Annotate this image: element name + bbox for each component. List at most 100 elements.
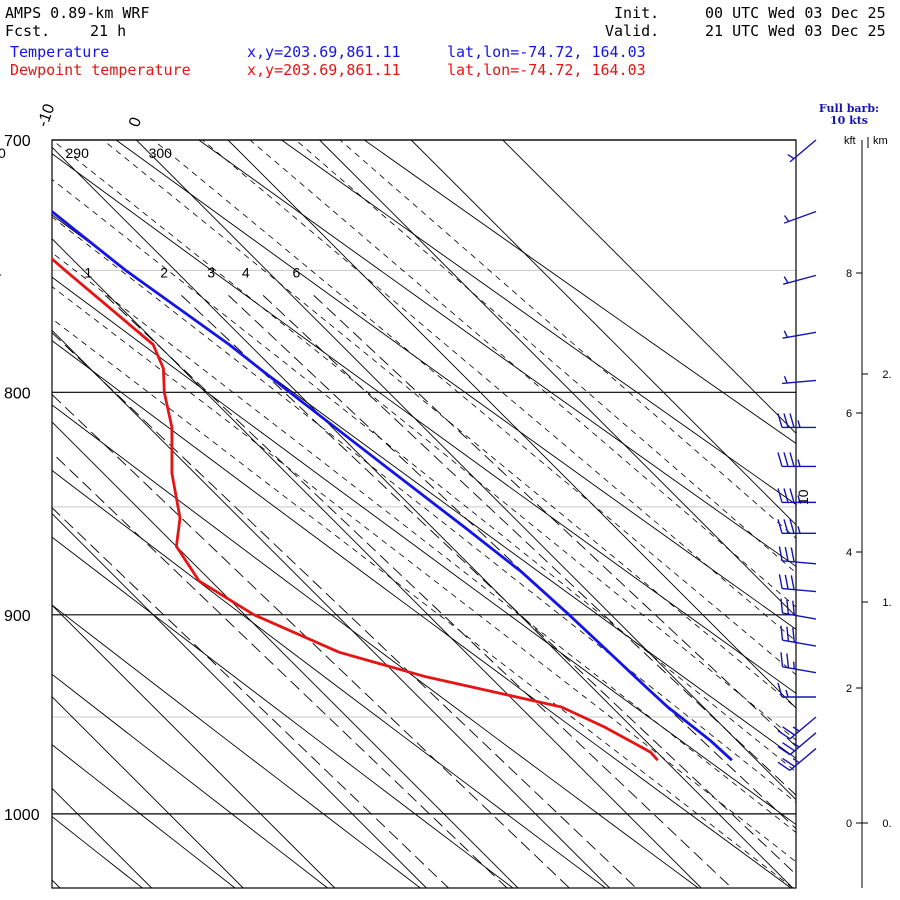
barb-full <box>784 546 789 562</box>
mixing-ratio-line <box>52 452 508 888</box>
fcst-label: Fcst. <box>5 22 51 40</box>
temperature-tick-label: -10 <box>35 102 59 130</box>
barb-full <box>777 452 783 467</box>
kft-label: kft <box>844 135 856 147</box>
barb-full <box>789 519 795 534</box>
moist-adiabat <box>102 140 796 709</box>
barb-half <box>783 215 790 222</box>
barb-staff <box>782 639 817 647</box>
barb-staff <box>782 666 817 674</box>
dewpoint-legend-name: Dewpoint temperature <box>10 61 191 79</box>
mixing-ratio-line <box>52 393 570 888</box>
mixing-ratio-line <box>262 295 796 796</box>
barb-full <box>780 652 784 667</box>
series-temperature <box>52 209 733 762</box>
wind-barb <box>777 682 817 698</box>
isotherm <box>136 140 796 801</box>
init-label: Init. <box>614 4 660 22</box>
dry-adiabat <box>52 744 236 888</box>
pressure-tick-label: 700 <box>4 133 31 150</box>
barb-half <box>792 742 800 748</box>
barb-staff <box>789 139 817 163</box>
barb-full <box>777 682 783 698</box>
barb-half <box>797 526 801 534</box>
moist-adiabat <box>52 318 794 888</box>
mixing-ratio-label: 2 <box>160 264 168 280</box>
dry-adiabat <box>198 140 796 567</box>
wind-barb <box>782 375 817 385</box>
isotherm <box>52 329 610 888</box>
barb-staff <box>783 210 817 224</box>
barb-full <box>792 600 795 616</box>
dry-adiabat <box>52 604 421 888</box>
dry-adiabat <box>364 140 796 444</box>
temperature-legend-latlon: lat,lon=-74.72, 164.03 <box>447 43 646 61</box>
dry-adiabat <box>52 214 796 759</box>
moist-adiabat <box>52 140 796 741</box>
barb-full <box>782 742 795 752</box>
theta-label: 290 <box>66 145 90 161</box>
kft-inline-label: 10 <box>795 489 811 505</box>
temperature-legend-name: Temperature <box>10 43 110 61</box>
wind-barb <box>780 625 817 647</box>
dry-adiabat <box>52 469 606 888</box>
model-title: AMPS 0.89-km WRF <box>5 4 150 22</box>
barb-full <box>783 413 789 428</box>
barb-full <box>777 488 783 503</box>
mixing-ratio-line <box>52 507 449 888</box>
barb-full <box>786 653 790 668</box>
plot-frame <box>51 139 797 889</box>
isotherm <box>52 512 427 888</box>
wind-barb <box>780 598 817 620</box>
barb-full <box>777 745 791 756</box>
moist-adiabat <box>52 216 796 803</box>
dewpoint-legend-latlon: lat,lon=-74.72, 164.03 <box>447 61 646 79</box>
dry-adiabat <box>52 673 328 888</box>
isotherm <box>52 604 336 888</box>
barb-staff <box>782 560 817 565</box>
barb-legend: Full barb: 10 kts <box>816 103 882 127</box>
kft-tick-label: 8 <box>846 268 852 280</box>
dry-adiabat <box>52 816 143 888</box>
barb-half <box>792 661 795 669</box>
barb-full <box>780 625 784 641</box>
plot-border <box>51 139 797 889</box>
barb-full <box>786 626 790 642</box>
barb-full <box>777 413 783 428</box>
barb-full <box>783 488 789 503</box>
barb-staff <box>782 587 817 593</box>
pressure-tick-label: 900 <box>4 608 31 625</box>
mixing-ratio-line <box>105 295 733 888</box>
barb-staff <box>782 331 817 339</box>
wind-barb <box>777 452 817 468</box>
moist-adiabat <box>249 140 796 608</box>
barb-full <box>780 598 784 614</box>
barb-full <box>786 599 790 615</box>
mixing-ratio-line <box>313 295 796 747</box>
wind-barb <box>787 139 817 163</box>
temperature-legend-xy: x,y=203.69,861.11 <box>247 43 401 61</box>
barb-full <box>777 519 783 534</box>
wind-barb <box>777 519 817 535</box>
isotherm <box>52 421 519 888</box>
barb-half <box>797 420 801 428</box>
barb-half <box>783 375 788 384</box>
kft-tick-label: 4 <box>846 547 852 559</box>
barb-half <box>783 276 789 284</box>
barb-staff <box>783 274 817 285</box>
barb-half <box>792 758 800 764</box>
barb-full <box>778 574 783 589</box>
km-tick-label: 1. <box>882 597 891 609</box>
barb-full <box>778 546 783 561</box>
barb-half <box>797 495 801 503</box>
wind-barb <box>777 732 817 756</box>
barb-full <box>789 488 795 503</box>
isotherm <box>52 146 794 888</box>
mixing-ratio-label: 4 <box>242 264 250 280</box>
barb-full <box>792 627 795 643</box>
dry-adiabat <box>52 276 796 826</box>
barb-full <box>790 575 795 590</box>
mixing-ratio-label: 6 <box>293 264 301 280</box>
barb-half <box>797 459 801 467</box>
barb-half <box>785 689 789 698</box>
